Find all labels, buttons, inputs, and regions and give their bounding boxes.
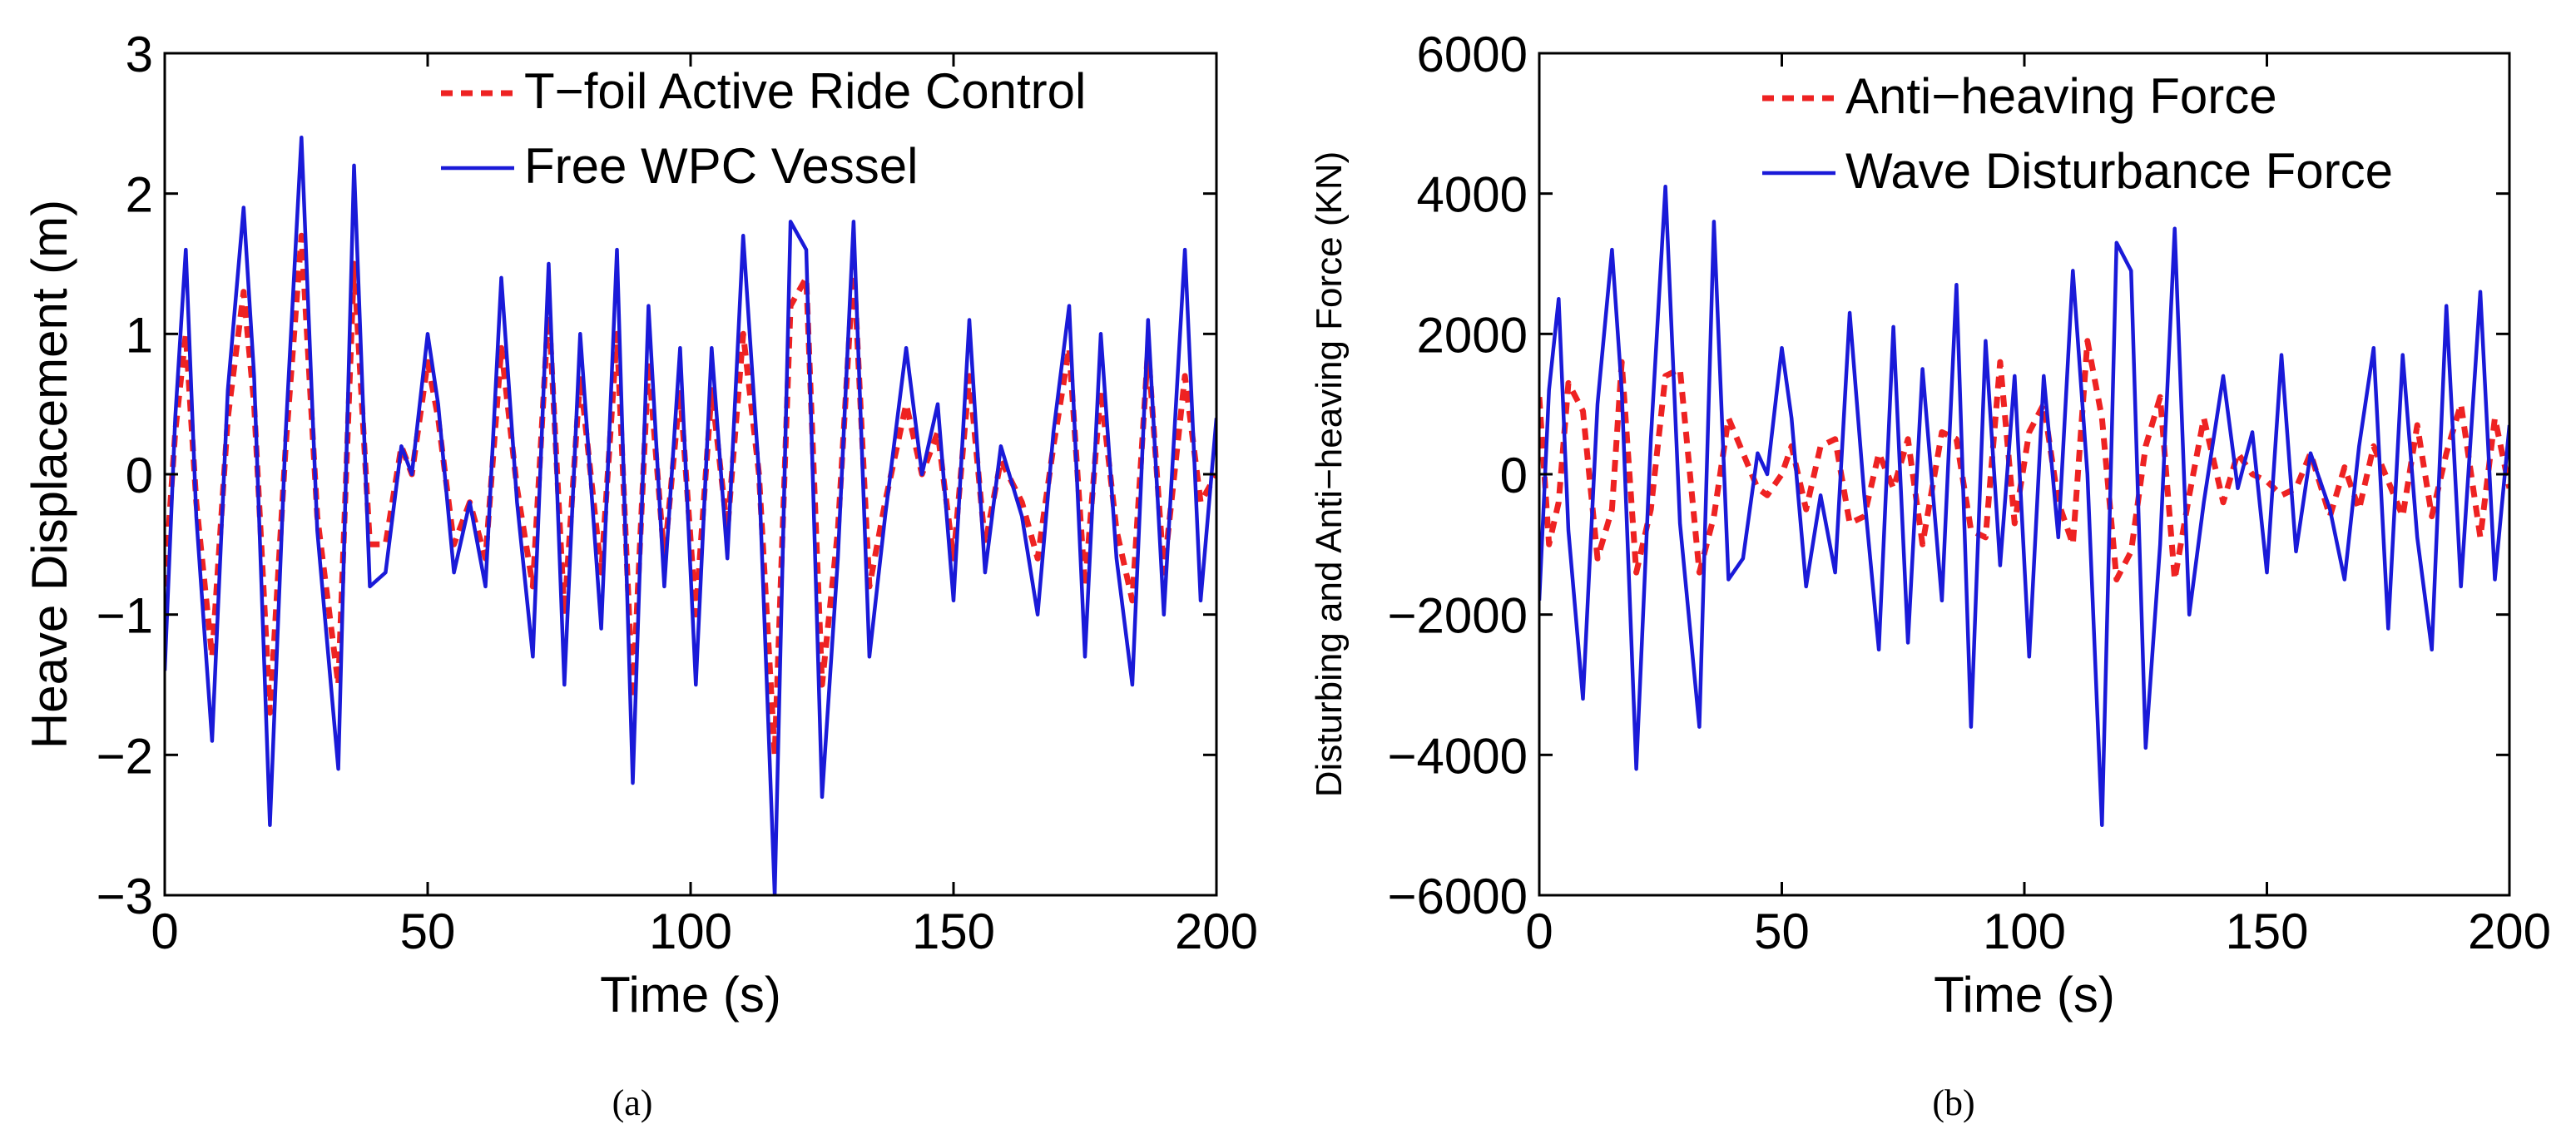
force-chart: 0 50 100 150 200 −6000 −4000 −2000 0 2000 4000 6000… xyxy=(1309,27,2551,1023)
y-tick-label: −1 xyxy=(97,588,153,644)
chart-panel-a: 0 50 100 150 200 −3 −2 −1 0 1 2 3 Time (s) Heave Disp… xyxy=(0,0,1288,1135)
x-tick-label: 200 xyxy=(2468,904,2551,959)
y-tick-label: −6000 xyxy=(1387,869,1528,924)
series-line-1 xyxy=(1539,338,2509,582)
y-tick-label: 2 xyxy=(126,167,153,223)
y-tick-label: −2000 xyxy=(1387,588,1528,644)
series-line-2 xyxy=(165,135,1216,895)
legend-label-1: Anti−heaving Force xyxy=(1845,68,2277,124)
y-tick-label: 0 xyxy=(1500,448,1528,503)
y-tick-label: 3 xyxy=(126,27,153,82)
y-tick-label: 0 xyxy=(126,448,153,503)
legend-label-2: Free WPC Vessel xyxy=(524,138,918,194)
x-tick-label: 50 xyxy=(1754,904,1810,959)
x-tick-label: 150 xyxy=(2225,904,2308,959)
y-tick-label: −3 xyxy=(97,869,153,924)
x-tick-label: 0 xyxy=(151,904,178,959)
y-tick-label: −2 xyxy=(97,728,153,784)
y-axis-label: Heave Displacement (m) xyxy=(22,200,77,749)
heave-displacement-chart: 0 50 100 150 200 −3 −2 −1 0 1 2 3 Time (s) Heave Disp… xyxy=(22,27,1258,1023)
series-line-2 xyxy=(1539,184,2509,827)
caption-b: (b) xyxy=(1932,1082,1975,1123)
caption-a: (a) xyxy=(612,1082,653,1123)
y-tick-label: 4000 xyxy=(1417,167,1528,223)
x-axis-label: Time (s) xyxy=(1934,967,2115,1023)
y-tick-label: 6000 xyxy=(1417,27,1528,82)
chart-panel-b: 0 50 100 150 200 −6000 −4000 −2000 0 2000 4000 6000… xyxy=(1288,0,2576,1135)
y-axis-label: Disturbing and Anti−heaving Force (KN) xyxy=(1309,151,1350,798)
x-tick-label: 100 xyxy=(1983,904,2066,959)
y-tick-label: 2000 xyxy=(1417,307,1528,363)
x-tick-label: 200 xyxy=(1175,904,1258,959)
y-tick-label: 1 xyxy=(126,307,153,363)
x-tick-label: 100 xyxy=(649,904,732,959)
x-tick-label: 0 xyxy=(1525,904,1553,959)
legend-label-1: T−foil Active Ride Control xyxy=(524,63,1086,119)
x-tick-label: 150 xyxy=(912,904,995,959)
x-axis-label: Time (s) xyxy=(600,967,781,1023)
x-tick-label: 50 xyxy=(400,904,456,959)
y-tick-label: −4000 xyxy=(1387,728,1528,784)
series-line-1 xyxy=(165,232,1216,758)
legend-label-2: Wave Disturbance Force xyxy=(1845,143,2393,199)
